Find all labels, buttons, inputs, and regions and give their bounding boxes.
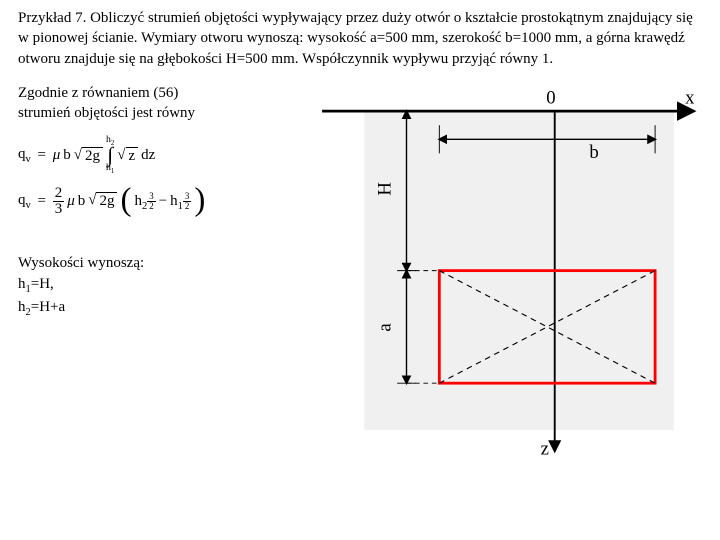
x-axis-label: x [685,87,695,108]
b-label: b [589,142,598,163]
integral-sign: h2 ∫ h1 [106,135,114,176]
minus-sign: − [159,193,167,210]
eq1-lhs: qv [18,146,31,165]
intro-line1: Zgodnie z równaniem (56) [18,85,178,101]
equation-2: qv = 2 3 μ b √2g ( h232 − h132 ) [18,186,298,217]
open-paren: ( [120,191,131,211]
origin-label: 0 [546,87,555,108]
h2-term: h232 [134,191,155,212]
H-label: H [375,182,396,196]
problem-statement: Przykład 7. Obliczyć strumień objętości … [18,8,702,69]
mu-symbol: μ [67,193,75,210]
mu-symbol: μ [53,147,61,164]
h1-line: h1=H, [18,274,298,298]
left-column: Zgodnie z równaniem (56) strumień objęto… [18,83,298,463]
sqrt-2g: √2g [74,147,103,165]
b-var: b [78,193,86,210]
eq2-lhs: qv [18,192,31,211]
heights-block: Wysokości wynoszą: h1=H, h2=H+a [18,253,298,321]
sqrt-2g: √2g [88,192,117,210]
equation-1: qv = μ b √2g h2 ∫ h1 √z dz [18,135,298,176]
h2-line: h2=H+a [18,297,298,321]
a-label: a [375,322,396,331]
content-row: Zgodnie z równaniem (56) strumień objęto… [18,83,702,463]
diagram-svg: 0 x z b H a [308,83,702,458]
heights-title: Wysokości wynoszą: [18,253,298,274]
two-thirds: 2 3 [53,186,65,217]
close-paren: ) [194,191,205,211]
dz: dz [141,147,155,164]
intro-text: Zgodnie z równaniem (56) strumień objęto… [18,83,298,124]
equals-sign: = [34,193,50,210]
sqrt-z: √z [117,147,138,165]
equals-sign: = [34,147,50,164]
b-var: b [63,147,71,164]
intro-line2: strumień objętości jest równy [18,105,195,121]
diagram-panel: 0 x z b H a [308,83,702,463]
z-axis-label: z [541,438,549,458]
h1-term: h132 [170,191,191,212]
